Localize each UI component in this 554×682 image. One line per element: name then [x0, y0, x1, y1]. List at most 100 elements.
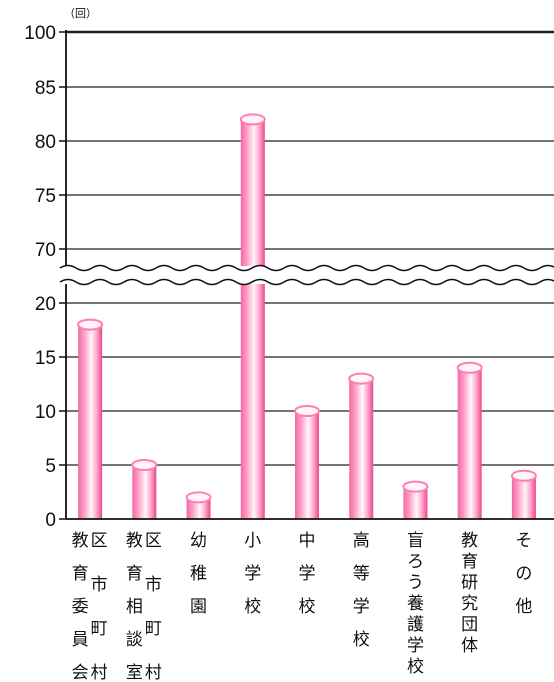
- x-category-char: の: [515, 564, 532, 584]
- x-category-char: 研: [461, 573, 478, 593]
- axis-break-gap: [0, 266, 554, 284]
- x-category-char: 他: [515, 597, 532, 617]
- x-category-char: 等: [353, 564, 370, 584]
- x-category-char: 市: [145, 575, 162, 595]
- x-category-char: 学: [407, 636, 424, 656]
- bar-top: [77, 318, 104, 331]
- x-category-char: 園: [190, 597, 207, 617]
- bar: [77, 318, 104, 519]
- x-category-char: う: [407, 573, 424, 593]
- bar-body: [457, 367, 482, 519]
- x-category-char: 学: [244, 564, 261, 584]
- bar-body: [511, 475, 536, 519]
- x-category-char: 町: [145, 619, 162, 639]
- x-category-char: ろ: [407, 552, 424, 572]
- bar-body: [240, 119, 265, 520]
- x-category-label: 小学校: [244, 531, 261, 617]
- x-category-char: 教: [72, 531, 89, 551]
- x-category-char: 究: [461, 594, 478, 614]
- x-category-char: 育: [126, 564, 143, 584]
- x-category-char: 学: [299, 564, 316, 584]
- y-tick-label: 5: [45, 456, 56, 477]
- x-category-char: 学: [353, 597, 370, 617]
- bar-top: [131, 459, 158, 471]
- gridlines: [66, 30, 554, 466]
- bar-top: [456, 361, 483, 374]
- y-tick-label: 80: [35, 132, 56, 153]
- x-category-char: 体: [461, 636, 478, 656]
- bar-body: [78, 324, 103, 519]
- x-category-char: 校: [353, 630, 370, 650]
- y-tick-label: 10: [35, 402, 56, 423]
- y-tick-label: 0: [45, 510, 56, 531]
- x-category-char: 育: [461, 552, 478, 572]
- x-category-label: その他: [515, 531, 532, 617]
- x-category-char: 教: [126, 531, 143, 551]
- x-category-char: 区: [145, 531, 162, 551]
- x-category-char: 村: [145, 663, 162, 682]
- y-tick-label: 75: [35, 186, 56, 207]
- y-tick-label: 70: [35, 240, 56, 261]
- bar: [402, 480, 429, 519]
- bar: [185, 491, 212, 519]
- axis-break-line-upper: [59, 264, 554, 272]
- x-category-char: 村: [91, 663, 108, 682]
- x-category-char: そ: [515, 531, 532, 551]
- x-category-char: 委: [72, 597, 89, 617]
- bar: [239, 113, 266, 520]
- x-category-char: 教: [461, 531, 478, 551]
- bar-top: [239, 113, 266, 126]
- x-category-char: 護: [407, 615, 424, 635]
- bar: [294, 405, 320, 519]
- y-tick-label: 15: [35, 348, 56, 369]
- axes: [0, 30, 554, 520]
- x-category-char: 高: [353, 531, 370, 551]
- y-axis-tick-labels: 0 5 10 15 20 70 75 80 85 100: [24, 23, 56, 531]
- bar: [131, 459, 158, 519]
- bar-body: [132, 465, 157, 519]
- bar-body: [295, 411, 319, 519]
- x-category-char: 室: [126, 663, 143, 682]
- x-category-char: 養: [407, 594, 424, 614]
- bar-top: [402, 480, 429, 493]
- x-category-char: 相: [126, 597, 143, 617]
- x-category-char: 団: [461, 615, 478, 635]
- x-category-label: 幼稚園: [190, 531, 207, 617]
- bar-top: [348, 372, 375, 385]
- bar-top: [185, 491, 212, 504]
- x-category-label: 中学校: [299, 531, 316, 617]
- x-category-char: 会: [72, 663, 89, 682]
- y-tick-label: 85: [35, 78, 56, 99]
- x-category-char: 育: [72, 564, 89, 584]
- x-category-char: 校: [299, 597, 316, 617]
- x-category-char: 市: [91, 575, 108, 595]
- x-category-char: 盲: [407, 531, 424, 551]
- x-category-char: 幼: [190, 531, 207, 551]
- x-category-char: 員: [72, 630, 89, 650]
- bar: [510, 469, 537, 519]
- bar-body: [186, 497, 211, 519]
- y-axis-unit-label: （回）: [64, 7, 97, 20]
- x-category-char: 町: [91, 619, 108, 639]
- x-category-char: 中: [299, 531, 316, 551]
- bar-top: [510, 469, 537, 482]
- x-axis-category-labels: 教育委員会区市町村教育相談室区市町村幼稚園小学校中学校高等学校盲ろう養護学校教育…: [72, 531, 533, 682]
- x-category-char: 小: [244, 531, 261, 551]
- bar-top: [294, 405, 320, 417]
- y-tick-label: 100: [24, 23, 56, 44]
- bars: [77, 113, 537, 520]
- axis-break-line-lower: [59, 278, 554, 286]
- x-category-char: 校: [244, 597, 261, 617]
- x-category-char: 稚: [190, 564, 207, 584]
- bar-body: [349, 378, 374, 519]
- bar: [456, 361, 483, 519]
- bar: [348, 372, 375, 519]
- x-category-char: 校: [407, 657, 424, 677]
- y-tick-label: 20: [35, 294, 56, 315]
